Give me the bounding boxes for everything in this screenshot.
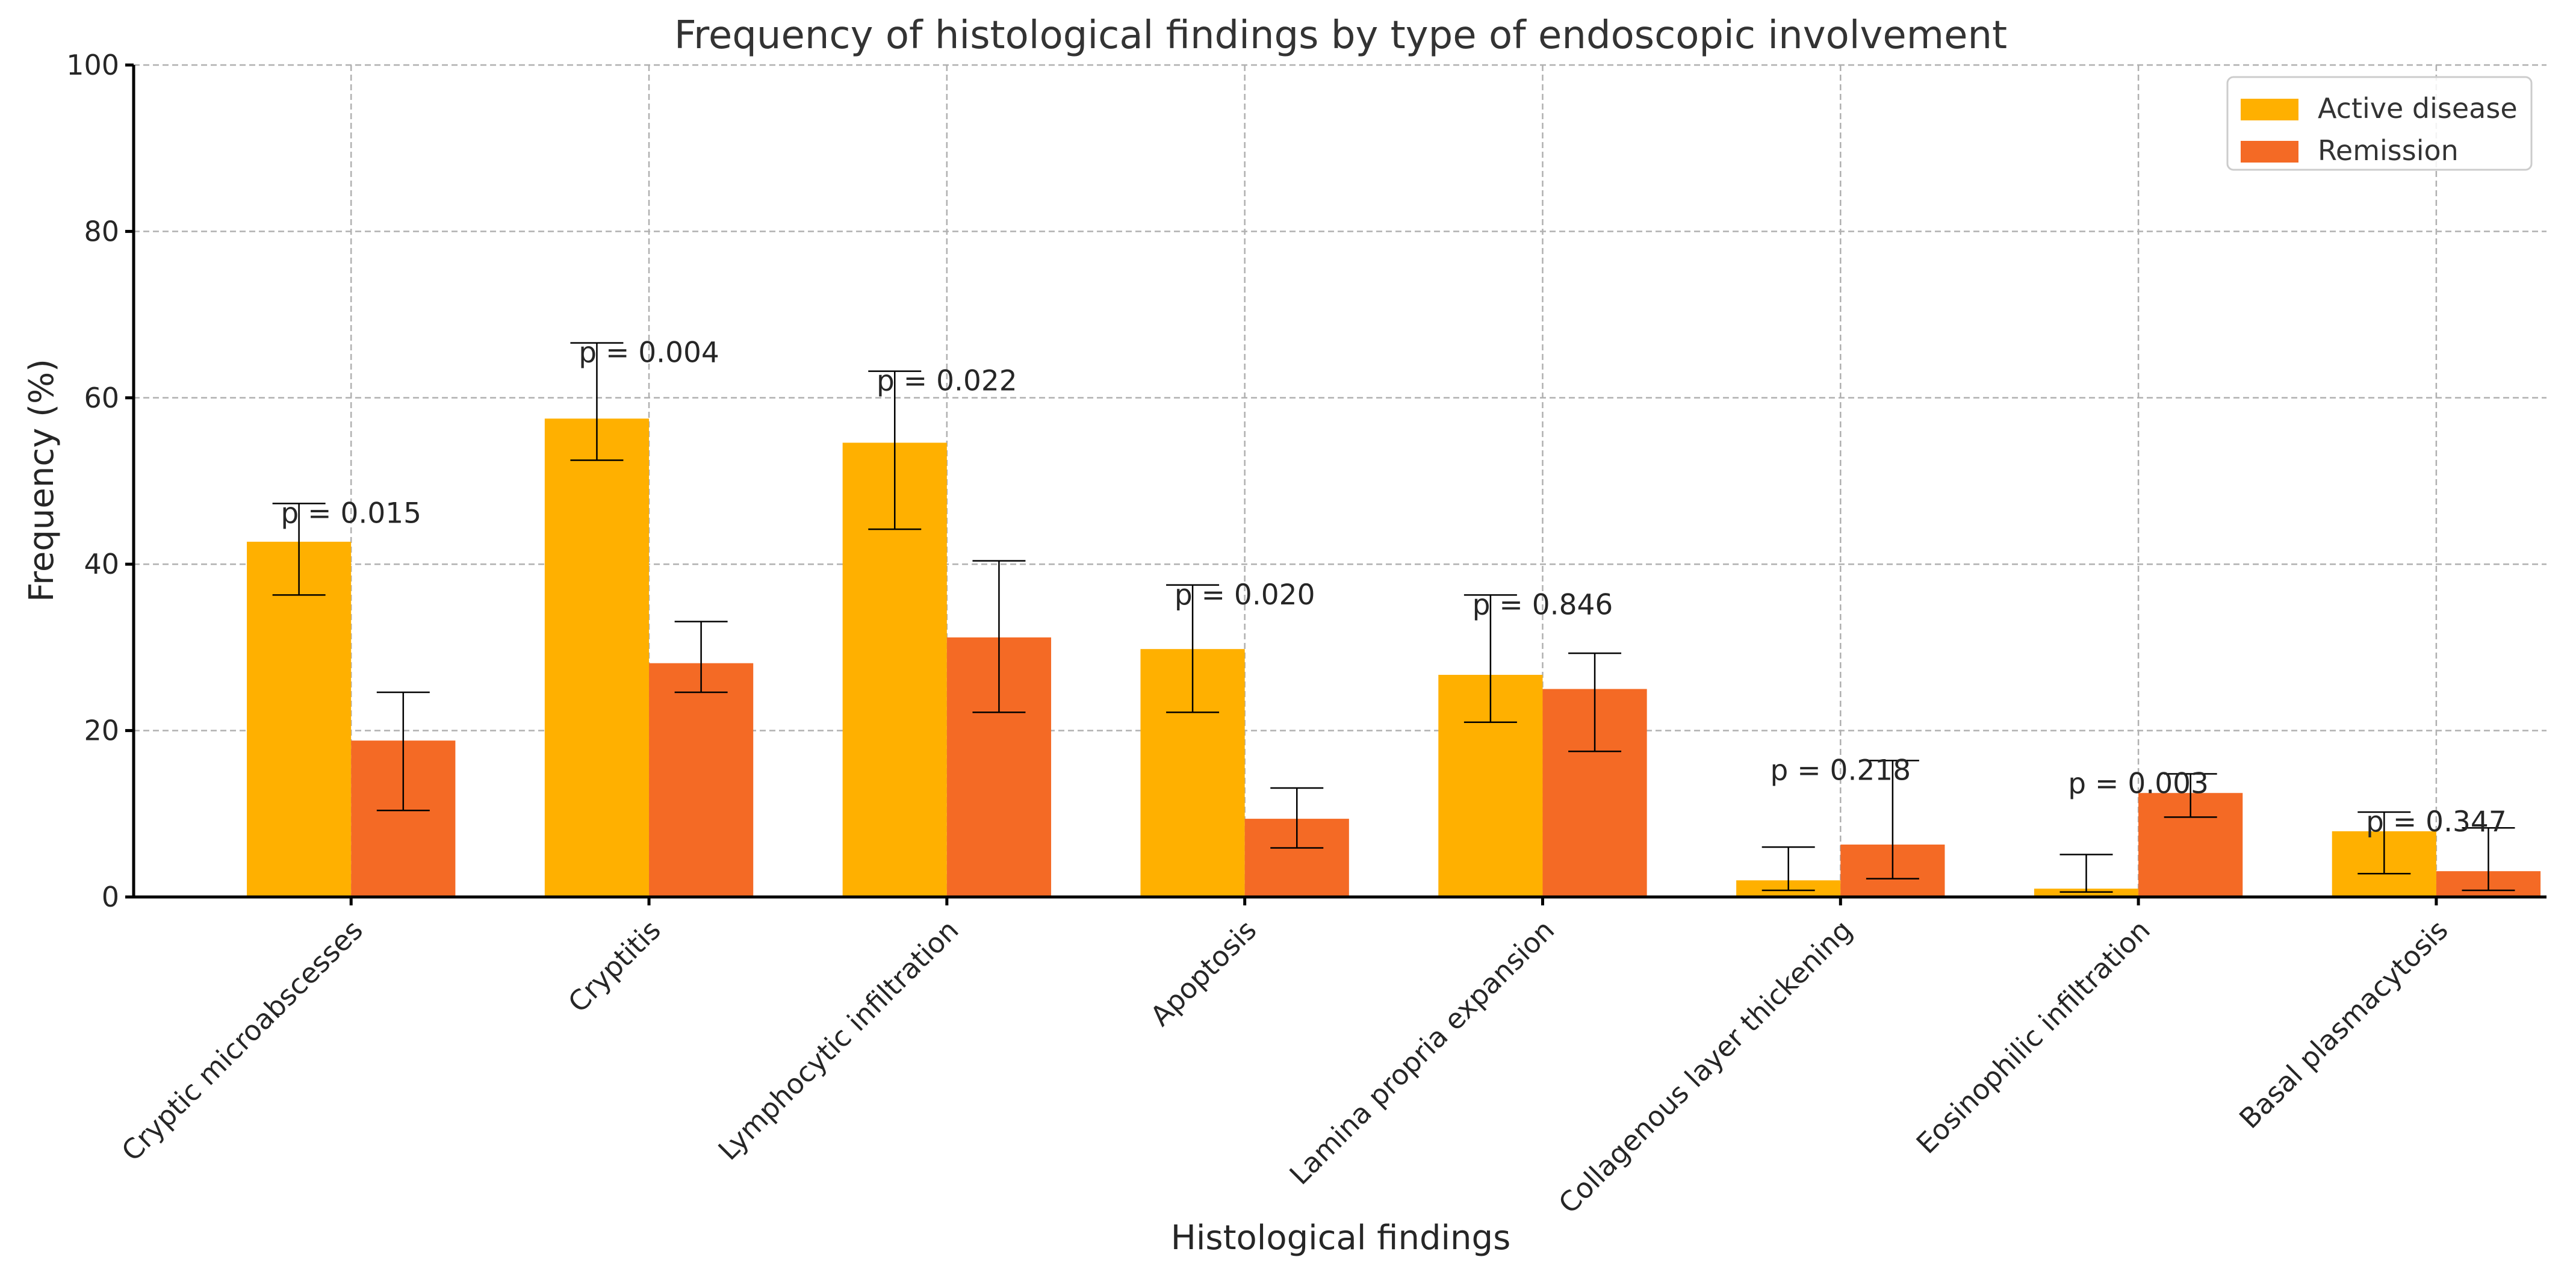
y-tick-label: 20: [84, 715, 119, 747]
y-tick-label: 100: [66, 49, 119, 81]
x-axis-title: Histological findings: [1171, 1218, 1511, 1258]
x-tick-label: Lymphocytic infiltration: [712, 914, 965, 1167]
legend-swatch-active-disease: [2241, 99, 2298, 120]
legend-label-remission: Remission: [2318, 134, 2459, 167]
y-axis-title: Frequency (%): [22, 359, 61, 602]
bar-active-disease: [2034, 889, 2139, 897]
y-tick-label: 60: [84, 382, 119, 414]
p-value-label: p = 0.347: [2366, 805, 2507, 839]
p-value-label: p = 0.004: [579, 337, 719, 370]
y-tick-label: 40: [84, 548, 119, 580]
chart-title: Frequency of histological findings by ty…: [674, 13, 2007, 58]
x-tick-label: Lamina propria expansion: [1283, 914, 1560, 1191]
x-tick-label: Basal plasmacytosis: [2233, 914, 2454, 1135]
x-tick-label: Cryptic microabscesses: [115, 914, 369, 1168]
x-tick-label: Apoptosis: [1144, 914, 1262, 1032]
p-value-label: p = 0.218: [1770, 754, 1911, 787]
bars-layer: [247, 418, 2541, 897]
bar-active-disease: [544, 418, 650, 897]
p-value-label: p = 0.022: [877, 365, 1017, 398]
axes-layer: 0 20 40 60 80 100 Cryptic microabscesses Crypti…: [66, 49, 2547, 1220]
y-tick-label: 80: [84, 215, 119, 247]
p-value-label: p = 0.015: [281, 497, 421, 530]
annotations-layer: p = 0.015 p = 0.004 p = 0.022 p = 0.020 p = …: [281, 337, 2506, 839]
bar-active-disease: [247, 541, 352, 897]
x-tick-label: Eosinophilic infiltration: [1910, 914, 2156, 1160]
x-tick-label: Cryptitis: [562, 914, 667, 1019]
x-tick-label: Collagenous layer thickening: [1552, 914, 1858, 1220]
y-tick-label: 0: [102, 881, 119, 913]
error-bars-layer: [272, 342, 2515, 893]
p-value-label: p = 0.020: [1175, 579, 1315, 612]
legend-swatch-remission: [2241, 141, 2298, 163]
legend-frame: [2226, 76, 2533, 171]
bar-remission: [649, 663, 754, 897]
p-value-label: p = 0.846: [1473, 588, 1613, 621]
legend-label-active-disease: Active disease: [2318, 92, 2518, 125]
legend: Active disease Remission: [2226, 76, 2533, 171]
p-value-label: p = 0.003: [2068, 767, 2209, 800]
